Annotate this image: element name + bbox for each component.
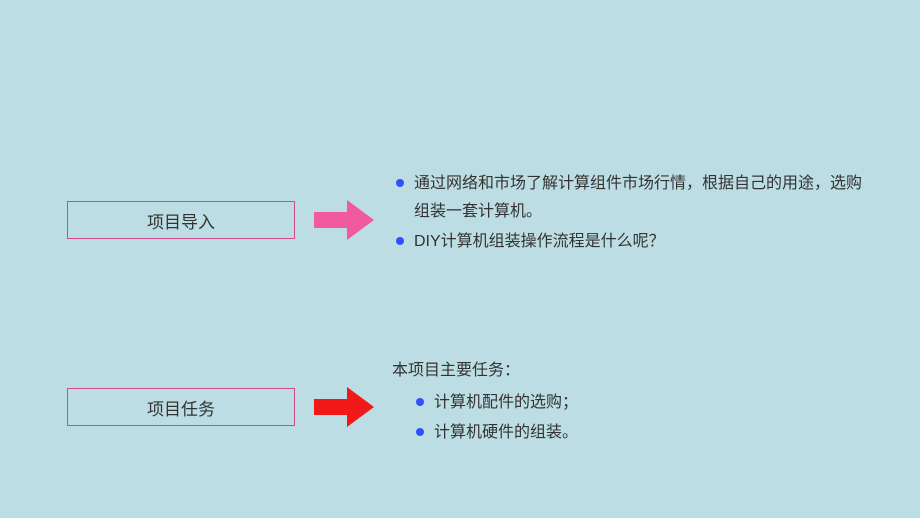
arrow-right-icon: [314, 200, 374, 240]
list-item: 计算机硬件的组装。: [412, 419, 872, 447]
list-item: 计算机配件的选购；: [412, 389, 872, 417]
content-list-intro: 通过网络和市场了解计算组件市场行情，根据自己的用途，选购组装一套计算机。DIY计…: [392, 170, 872, 256]
section-box-intro: 项目导入: [67, 201, 295, 239]
section-label-intro: 项目导入: [147, 208, 215, 233]
section-box-task: 项目任务: [67, 388, 295, 426]
content-list-task: 计算机配件的选购；计算机硬件的组装。: [412, 389, 872, 447]
content-task: 本项目主要任务： 计算机配件的选购；计算机硬件的组装。: [392, 357, 872, 449]
content-intro-task: 本项目主要任务：: [392, 357, 872, 385]
list-item: DIY计算机组装操作流程是什么呢？: [392, 228, 872, 256]
content-intro: 通过网络和市场了解计算组件市场行情，根据自己的用途，选购组装一套计算机。DIY计…: [392, 170, 872, 258]
arrow-right-icon: [314, 387, 374, 427]
section-label-task: 项目任务: [147, 395, 215, 420]
list-item: 通过网络和市场了解计算组件市场行情，根据自己的用途，选购组装一套计算机。: [392, 170, 872, 226]
